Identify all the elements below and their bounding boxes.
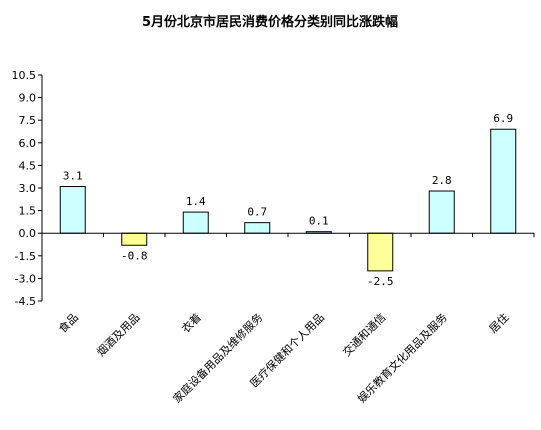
bar [182,211,209,234]
data-label: 0.7 [247,206,267,219]
y-tick-label: 4.5 [19,159,37,172]
y-tick-label: -1.5 [15,250,36,263]
y-axis-ticks: 10.5 9.0 7.5 6.0 4.5 3.0 1.5 0.0 -1.5 -3.0 -4.5 [12,69,42,308]
y-tick-label: 9.0 [19,92,37,105]
y-tick-label: 10.5 [12,69,37,82]
bar [59,185,86,234]
data-label: -2.5 [367,275,394,288]
y-tick-label: 3.0 [19,182,37,195]
bar [244,222,271,234]
bar [428,190,455,234]
data-label: 2.8 [432,174,452,187]
y-tick-label: -3.0 [15,272,36,285]
category-label: 居住 [486,310,511,335]
y-tick-label: 6.0 [19,137,37,150]
data-labels: 3.1 -0.8 1.4 0.7 0.1 -2.5 2.8 6.9 [63,112,513,288]
category-label: 衣着 [178,310,203,335]
data-label: 6.9 [493,112,513,125]
bar [121,232,148,246]
data-label: -0.8 [121,249,148,262]
y-tick-label: 1.5 [19,205,37,218]
y-tick-label: 0.0 [19,227,37,240]
data-label: 1.4 [186,195,206,208]
y-tick-label: 7.5 [19,114,37,127]
category-label: 烟酒及用品 [94,310,143,359]
axes [41,75,535,301]
bar [367,232,394,272]
bar [490,128,517,234]
chart-title: 5月份北京市居民消费价格分类别同比涨跌幅 [142,14,398,30]
category-label: 食品 [55,310,80,335]
data-label: 3.1 [63,169,83,182]
y-tick-label: -4.5 [15,295,36,308]
category-label: 交通和通信 [340,310,389,359]
data-label: 0.1 [309,215,329,228]
